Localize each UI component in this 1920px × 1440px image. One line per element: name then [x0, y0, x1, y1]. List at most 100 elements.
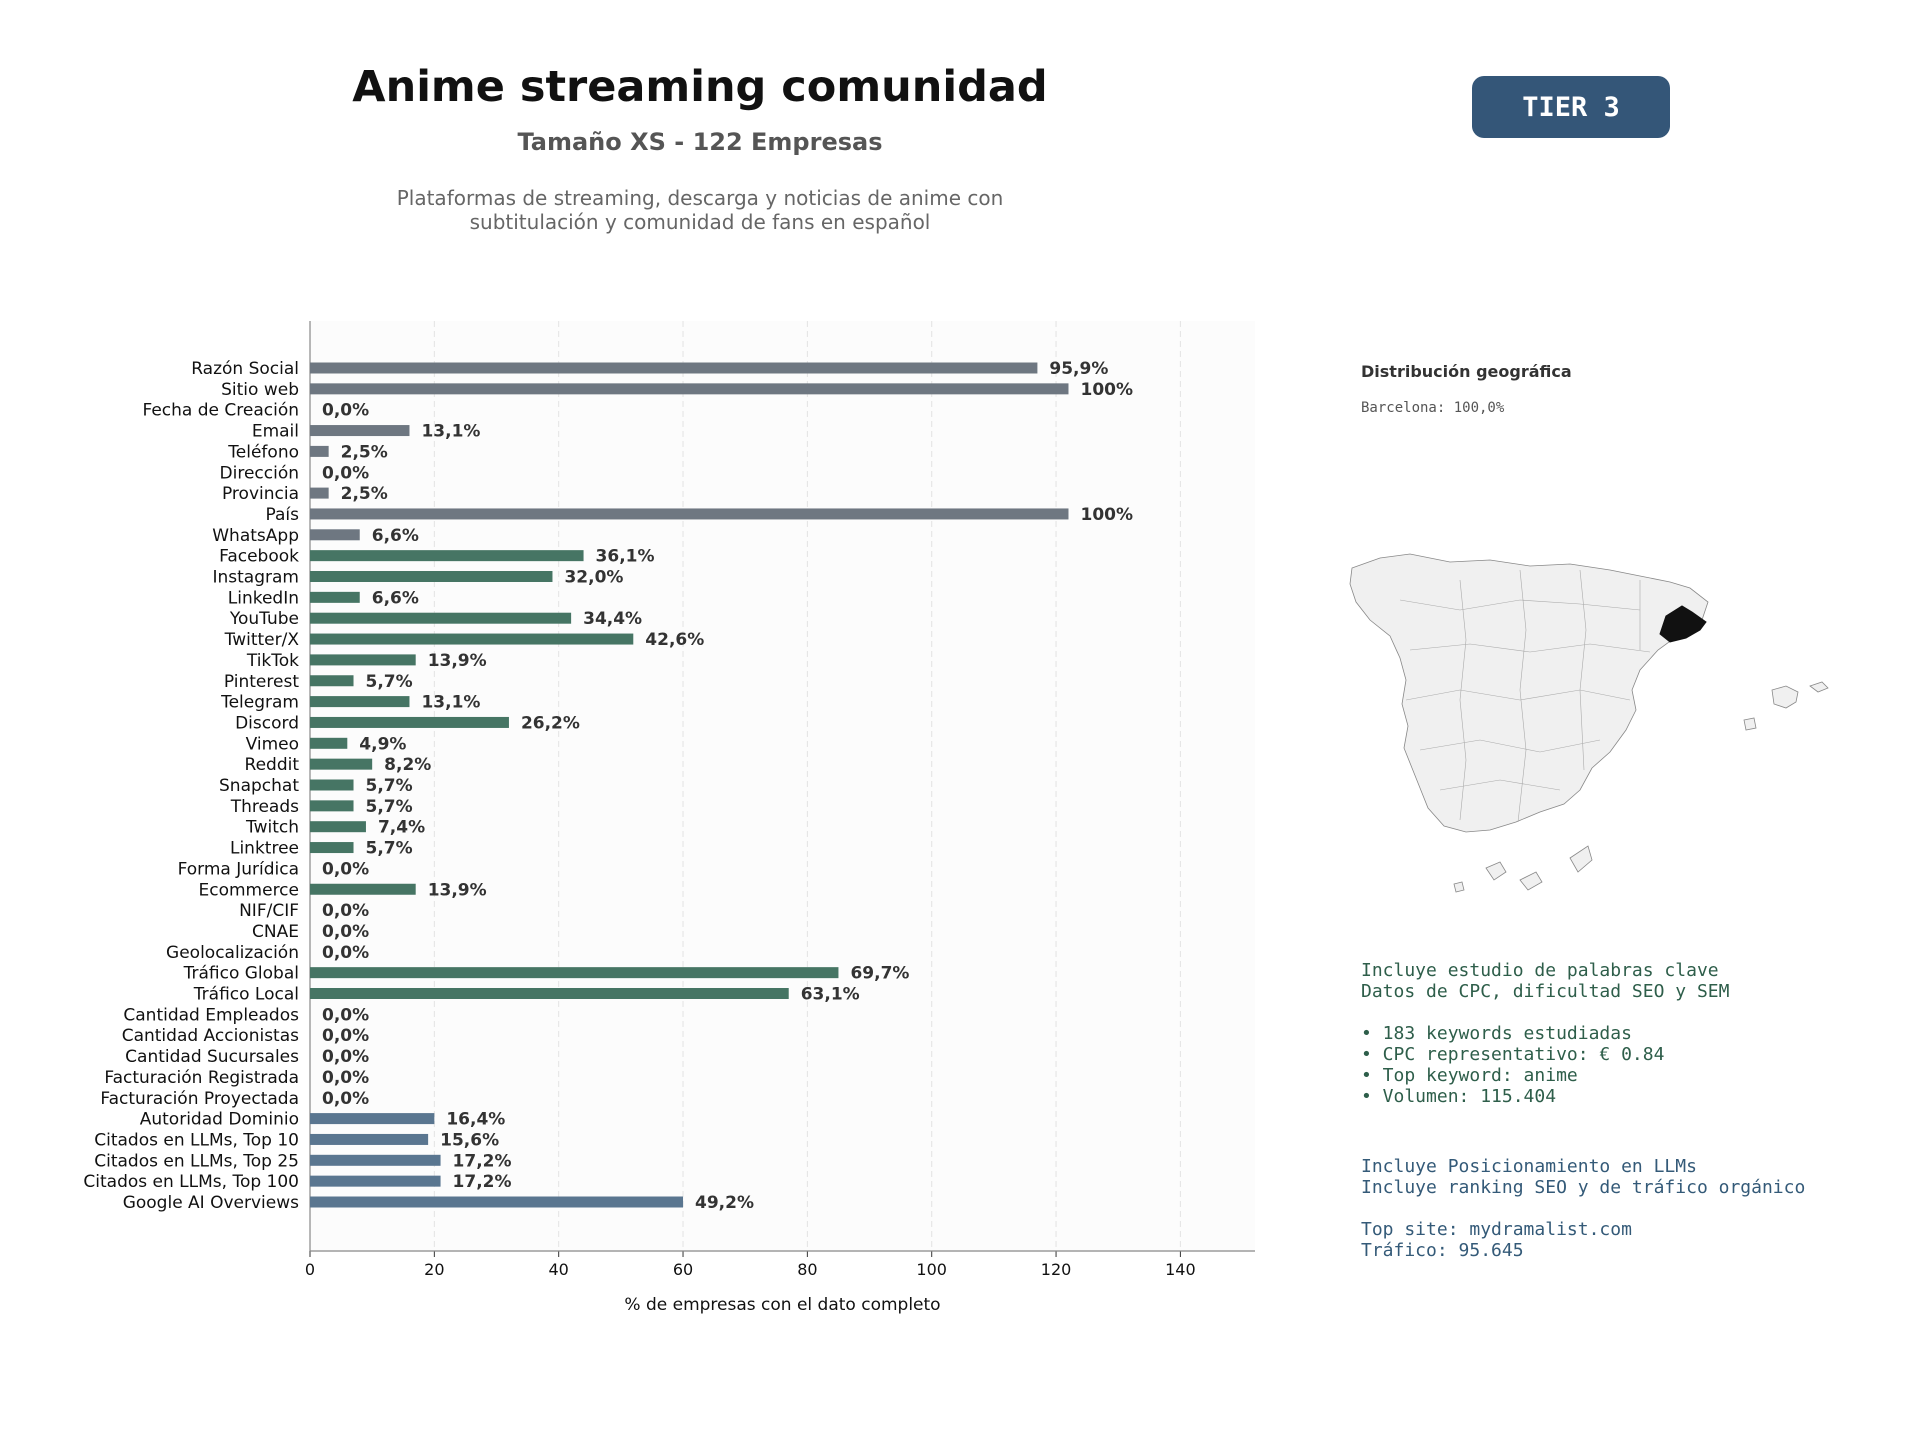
category-label: Google AI Overviews: [123, 1193, 299, 1213]
bar: [310, 758, 373, 770]
geo-distribution-title: Distribución geográfica: [1361, 362, 1572, 381]
data-label: 0,0%: [322, 901, 369, 921]
category-label: Cantidad Empleados: [123, 1005, 299, 1025]
bar: [310, 1113, 435, 1125]
map-province-lines: [1399, 569, 1651, 823]
category-label: Threads: [230, 797, 299, 817]
bar: [310, 716, 509, 728]
description-line-2: subtitulación y comunidad de fans en esp…: [469, 210, 931, 234]
bar: [310, 737, 348, 749]
page-subtitle: Tamaño XS - 122 Empresas: [517, 128, 883, 156]
data-label: 0,0%: [322, 859, 369, 879]
category-label: Facturación Proyectada: [100, 1089, 299, 1109]
keywords-bullet-1: • 183 keywords estudiadas: [1361, 1023, 1632, 1044]
data-label: 2,5%: [341, 442, 388, 462]
page-description: Plataformas de streaming, descarga y not…: [330, 186, 1070, 234]
bar: [310, 842, 354, 854]
category-label: País: [266, 505, 300, 525]
data-label: 5,7%: [366, 672, 413, 692]
category-label: Citados en LLMs, Top 100: [83, 1172, 299, 1192]
data-label: 42,6%: [645, 630, 704, 650]
map-canarias-1: [1485, 861, 1507, 881]
map-canarias-3: [1569, 845, 1593, 873]
category-label: Vimeo: [246, 734, 299, 754]
keywords-bullet-3: • Top keyword: anime: [1361, 1065, 1578, 1086]
bar: [310, 425, 410, 437]
data-label: 6,6%: [372, 526, 419, 546]
data-label: 100%: [1080, 505, 1133, 525]
bar: [310, 821, 366, 833]
data-label: 2,5%: [341, 484, 388, 504]
bar: [310, 1154, 441, 1166]
data-label: 0,0%: [322, 401, 369, 421]
category-label: Facturación Registrada: [104, 1068, 299, 1088]
data-label: 100%: [1080, 380, 1133, 400]
data-label: 0,0%: [322, 1047, 369, 1067]
keywords-info: Incluye estudio de palabras clave Datos d…: [1361, 960, 1729, 1107]
llm-info: Incluye Posicionamiento en LLMs Incluye r…: [1361, 1156, 1805, 1261]
bar: [310, 383, 1069, 395]
category-label: WhatsApp: [212, 526, 299, 546]
category-label: LinkedIn: [228, 588, 299, 608]
data-label: 0,0%: [322, 1026, 369, 1046]
category-label: Email: [252, 422, 299, 442]
data-label: 5,7%: [366, 776, 413, 796]
category-label: Pinterest: [224, 672, 299, 692]
category-label: Tráfico Local: [193, 985, 299, 1005]
keywords-bullet-4: • Volumen: 115.404: [1361, 1086, 1557, 1107]
llm-line-1: Incluye Posicionamiento en LLMs: [1361, 1156, 1697, 1177]
category-label: Instagram: [213, 568, 300, 588]
bar: [310, 654, 416, 666]
bar: [310, 988, 789, 999]
llm-line-4: Tráfico: 95.645: [1361, 1240, 1524, 1261]
data-label: 95,9%: [1049, 359, 1108, 379]
completeness-bar-chart: 0 20 40 60 80 100 120 140 Razón Social 95,9% Sitio…: [83, 321, 1255, 1315]
category-label: Razón Social: [191, 359, 299, 379]
description-line-1: Plataformas de streaming, descarga y not…: [396, 186, 1004, 210]
x-tick-label: 20: [424, 1260, 444, 1279]
data-label: 6,6%: [372, 588, 419, 608]
tier-badge: TIER 3: [1472, 76, 1670, 138]
bar: [310, 675, 354, 687]
data-label: 7,4%: [378, 818, 425, 838]
category-label: Teléfono: [227, 442, 299, 462]
x-tick-label: 80: [797, 1260, 817, 1279]
spain-provinces-map: [1349, 553, 1829, 893]
x-tick-label: 60: [673, 1260, 693, 1279]
category-label: Forma Jurídica: [178, 859, 299, 879]
bar: [310, 550, 584, 562]
data-label: 26,2%: [521, 713, 580, 733]
data-label: 13,9%: [428, 880, 487, 900]
bar: [310, 1175, 441, 1187]
bar: [310, 1196, 684, 1208]
category-label: NIF/CIF: [239, 901, 299, 921]
category-label: Ecommerce: [199, 880, 300, 900]
category-label: Snapchat: [219, 776, 299, 796]
llm-line-2: Incluye ranking SEO y de tráfico orgánic…: [1361, 1177, 1806, 1198]
x-tick-label: 0: [305, 1260, 315, 1279]
x-tick-label: 100: [916, 1260, 947, 1279]
category-label: Facebook: [219, 547, 299, 567]
bar: [310, 571, 553, 582]
category-label: Tráfico Global: [183, 964, 299, 984]
data-label: 17,2%: [453, 1172, 512, 1192]
bar: [310, 487, 329, 499]
category-label: Cantidad Accionistas: [122, 1026, 299, 1046]
data-label: 13,9%: [428, 651, 487, 671]
data-label: 5,7%: [366, 797, 413, 817]
keywords-line-1: Incluye estudio de palabras clave: [1361, 960, 1719, 981]
bar: [310, 696, 410, 708]
data-label: 0,0%: [322, 463, 369, 483]
data-label: 49,2%: [695, 1193, 754, 1213]
data-label: 13,1%: [421, 693, 480, 713]
bar: [310, 508, 1069, 520]
map-peninsula: [1349, 553, 1709, 833]
category-label: Twitch: [245, 818, 299, 838]
data-label: 0,0%: [322, 1005, 369, 1025]
data-label: 16,4%: [446, 1110, 505, 1130]
data-label: 8,2%: [384, 755, 431, 775]
data-label: 4,9%: [359, 734, 406, 754]
category-label: TikTok: [246, 651, 299, 671]
data-label: 15,6%: [440, 1130, 499, 1150]
bar: [310, 883, 416, 895]
